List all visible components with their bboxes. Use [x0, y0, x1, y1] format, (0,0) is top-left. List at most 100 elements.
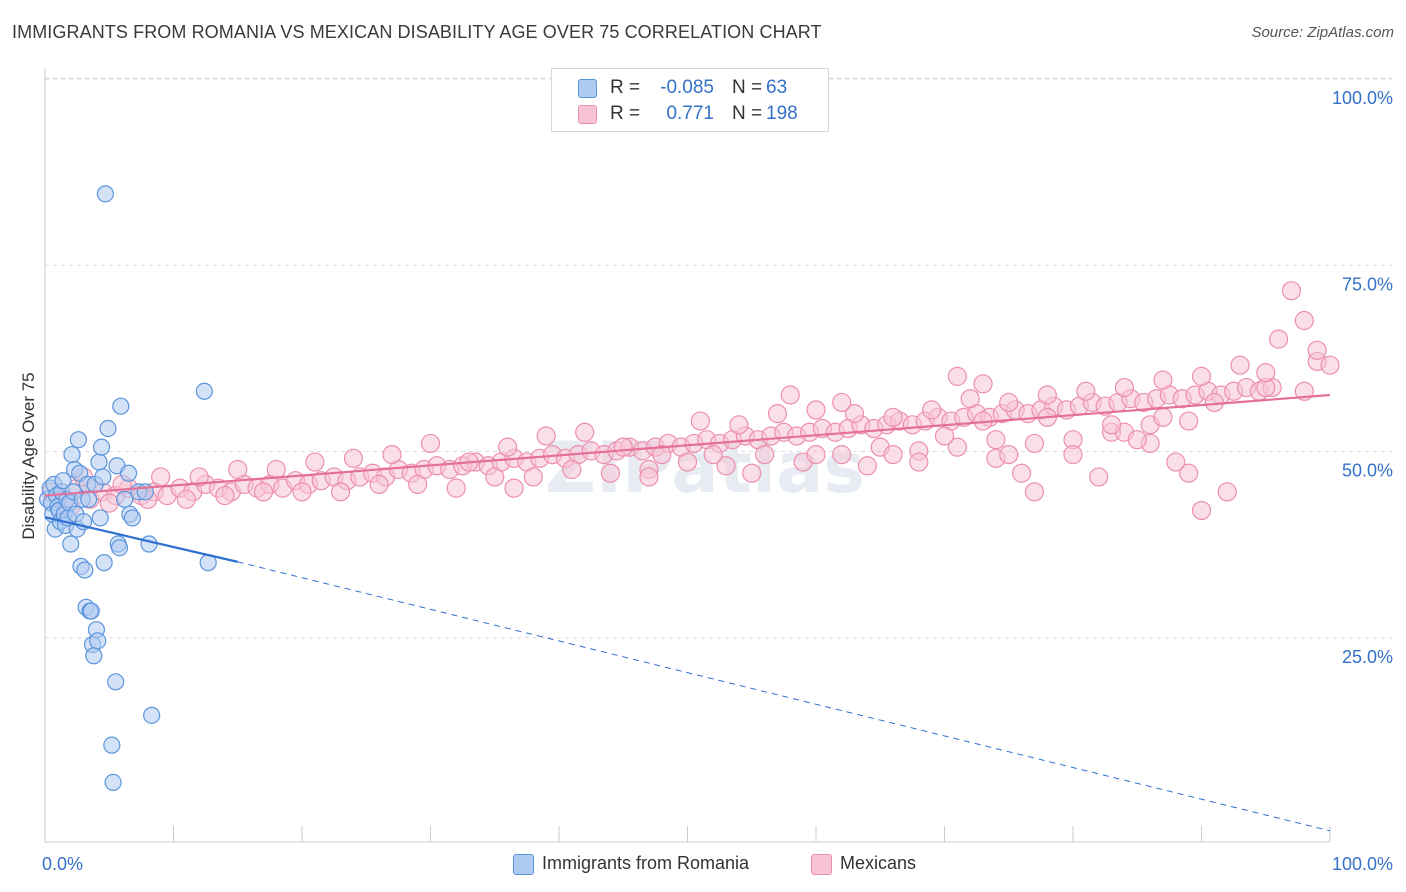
- legend-r-value-romania: -0.085: [660, 77, 714, 98]
- mexicans-point: [1217, 482, 1237, 502]
- legend-r-value-mexicans: 0.771: [666, 103, 714, 124]
- mexicans-point: [1179, 411, 1199, 431]
- mexicans-point: [806, 400, 826, 420]
- y-tick-label: 75.0%: [1342, 274, 1393, 294]
- mexicans-point: [420, 433, 441, 454]
- romania-point: [103, 736, 121, 754]
- mexicans-point: [504, 478, 524, 498]
- y-axis-title: Disability Age Over 75: [19, 372, 38, 539]
- trend-lines: [44, 393, 1331, 832]
- romania-point: [140, 535, 158, 553]
- mexicans-legend-label: Mexicans: [840, 853, 917, 873]
- mexicans-point: [999, 392, 1019, 413]
- y-tick-label: 25.0%: [1342, 647, 1393, 667]
- mexicans-point: [266, 459, 286, 480]
- mexicans-point: [999, 445, 1019, 465]
- mexicans-point: [780, 385, 800, 405]
- mexicans-point: [1114, 377, 1135, 398]
- mexicans-point: [498, 437, 518, 457]
- mexicans-point: [1024, 433, 1045, 454]
- mexicans-point: [1153, 370, 1173, 390]
- mexicans-point: [408, 474, 428, 494]
- romania-point: [85, 647, 103, 665]
- mexicans-point: [1037, 385, 1057, 405]
- mexicans-point: [909, 452, 929, 472]
- mexicans-point: [1076, 381, 1096, 401]
- romania-point: [143, 706, 161, 724]
- mexicans-point: [523, 467, 543, 487]
- romania-point: [107, 673, 125, 691]
- mexicans-point: [986, 430, 1006, 450]
- mexicans-swatch: [578, 105, 597, 124]
- mexicans-point: [844, 404, 865, 424]
- mexicans-point: [1256, 363, 1276, 383]
- romania-point: [76, 561, 94, 579]
- mexicans-point: [382, 445, 402, 465]
- mexicans-point: [742, 463, 762, 483]
- legend-n-value-romania: 63: [766, 77, 788, 98]
- mexicans-point: [189, 467, 209, 487]
- romania-point: [80, 490, 98, 508]
- mexicans-point: [922, 400, 942, 420]
- mexicans-point: [1230, 355, 1250, 375]
- legend-n-label: N =: [732, 103, 763, 124]
- mexicans-point: [1294, 310, 1314, 331]
- x-tick-label-min: 0.0%: [42, 854, 83, 874]
- legend-row-romania: R = -0.085 N = 63: [552, 75, 828, 101]
- mexicans-point: [832, 445, 852, 465]
- chart-source: Source: ZipAtlas.com: [1251, 24, 1394, 41]
- romania-point: [123, 509, 141, 527]
- mexicans-point: [729, 415, 749, 435]
- y-tick-label: 100.0%: [1332, 88, 1393, 108]
- mexicans-point: [703, 445, 723, 465]
- mexicans-point: [215, 485, 235, 506]
- mexicans-point: [613, 437, 633, 457]
- mexicans-point: [536, 426, 556, 446]
- axes: [44, 68, 1331, 843]
- mexicans-point: [716, 456, 736, 476]
- romania-point: [104, 773, 122, 792]
- mexicans-point: [369, 474, 389, 494]
- mexicans-point: [1307, 340, 1327, 360]
- y-tick-label: 50.0%: [1342, 461, 1393, 481]
- mexicans-point: [883, 407, 903, 427]
- romania-legend-label: Immigrants from Romania: [542, 853, 750, 873]
- mexicans-point: [1191, 500, 1212, 521]
- mexicans-point: [1101, 415, 1122, 435]
- romania-swatch: [578, 79, 597, 98]
- mexicans-point: [690, 411, 710, 431]
- mexicans-point: [562, 459, 582, 480]
- mexicans-point: [330, 482, 351, 502]
- romania-point: [99, 419, 117, 438]
- mexicans-point: [1153, 407, 1173, 427]
- romania-point: [110, 539, 129, 557]
- mexicans-point: [767, 404, 788, 424]
- romania-point: [119, 464, 138, 482]
- mexicans-trend-line: [44, 393, 1331, 497]
- mexicans-point: [343, 448, 363, 468]
- mexicans-point: [1166, 452, 1186, 472]
- chart-title: IMMIGRANTS FROM ROMANIA VS MEXICAN DISAB…: [12, 22, 822, 42]
- mexicans-point: [99, 493, 119, 513]
- mexicans-legend-swatch: [811, 854, 832, 875]
- mexicans-point: [973, 374, 993, 394]
- romania-point: [92, 438, 111, 456]
- legend-r-label: R =: [610, 103, 641, 124]
- mexicans-point: [1179, 463, 1199, 483]
- mexicans-point: [228, 459, 248, 480]
- romania-point: [96, 185, 114, 203]
- legend-n-label: N =: [732, 77, 763, 98]
- romania-legend-swatch: [513, 854, 534, 875]
- mexicans-point: [485, 467, 505, 487]
- axis-labels: 100.0% 75.0% 50.0% 25.0% 0.0% 100.0% Disabilit…: [19, 88, 1393, 874]
- mexicans-point: [960, 389, 980, 409]
- mexicans-point: [639, 467, 659, 487]
- romania-point: [62, 535, 80, 553]
- gridlines: [45, 77, 1392, 639]
- mexicans-point: [1089, 467, 1109, 487]
- mexicans-point: [446, 478, 466, 498]
- romania-trend-line: [44, 516, 238, 563]
- correlation-legend: R = -0.085 N = 63 R = 0.771 N = 198: [551, 68, 829, 132]
- mexicans-point: [292, 482, 312, 502]
- mexicans-point: [600, 463, 621, 483]
